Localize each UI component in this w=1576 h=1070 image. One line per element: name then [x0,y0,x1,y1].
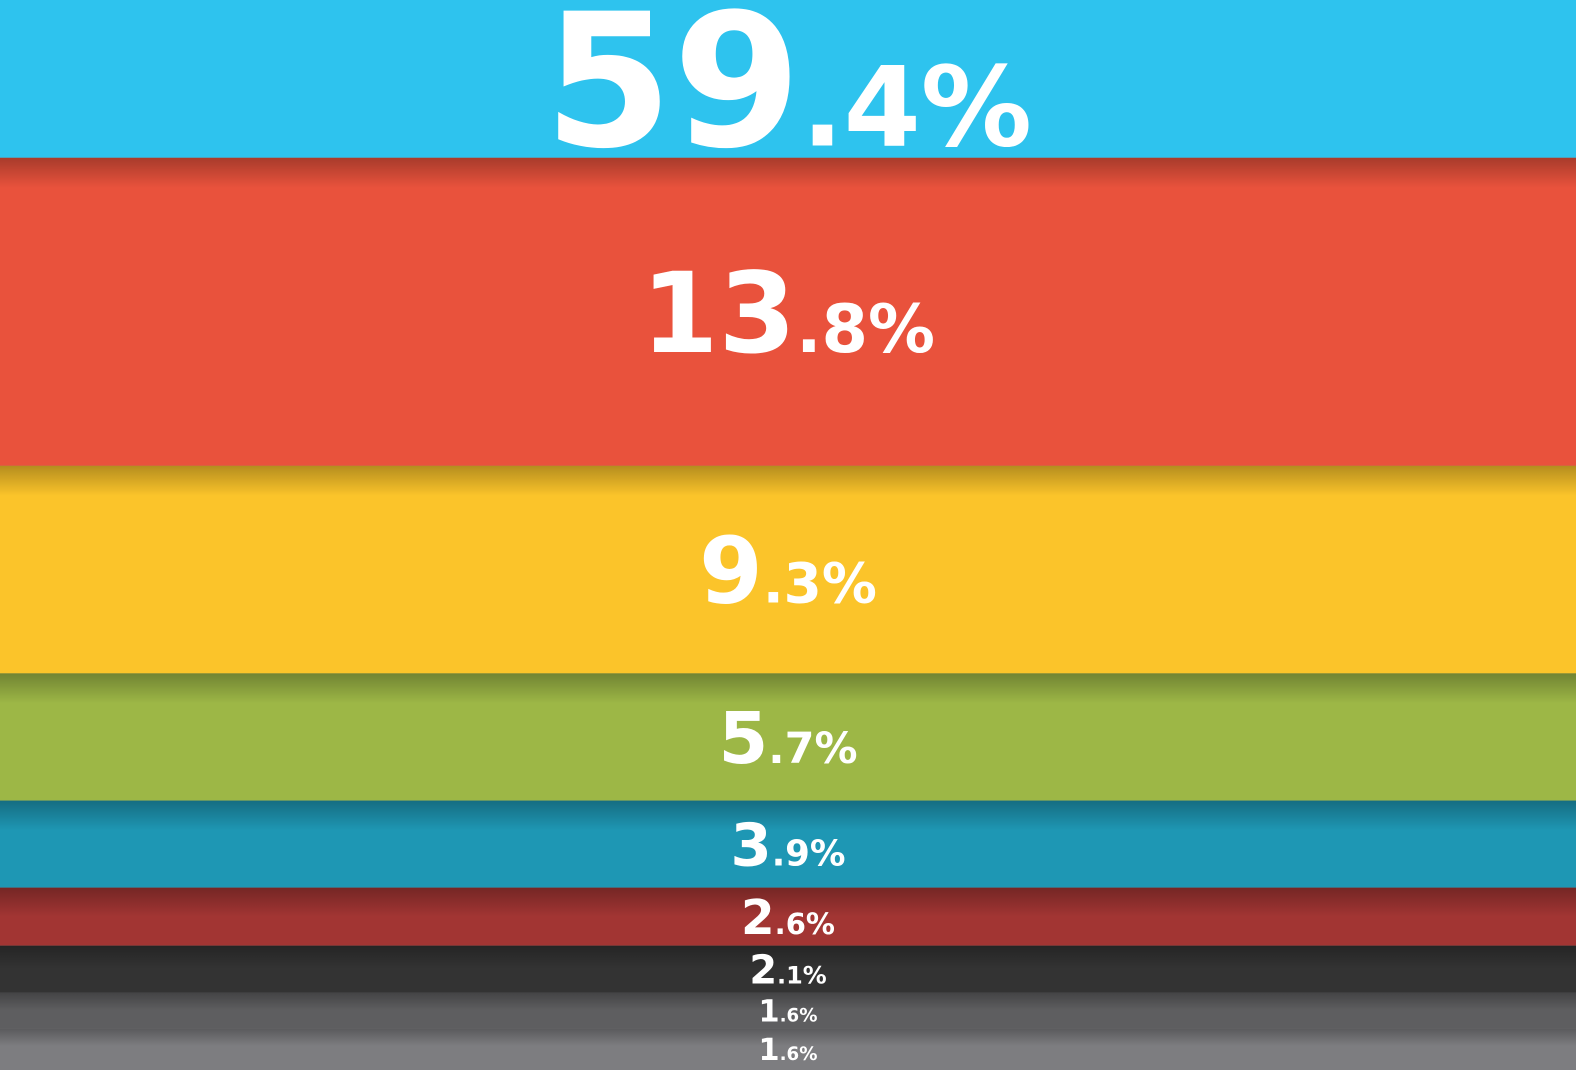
value-label: 1.6% [759,994,818,1029]
value-label: 2.6% [741,890,835,946]
value-label: 5.7% [718,697,857,780]
value-label: 9.3% [699,518,877,625]
band-shadow [0,992,1576,1011]
value-label: 2.1% [749,947,826,993]
value-label: 3.9% [730,810,845,879]
band [0,0,1576,158]
band-shadow [0,465,1576,496]
band-shadow [0,887,1576,917]
value-label: 13.8% [641,250,935,379]
value-label: 59.4% [544,0,1032,190]
band-shadow [0,673,1576,704]
band-shadow [0,945,1576,970]
band-shadow [0,1028,1576,1047]
band [0,157,1576,466]
band-shadow [0,157,1576,188]
band [0,465,1576,674]
value-label: 1.6% [759,1033,818,1068]
band-shadow [0,800,1576,831]
